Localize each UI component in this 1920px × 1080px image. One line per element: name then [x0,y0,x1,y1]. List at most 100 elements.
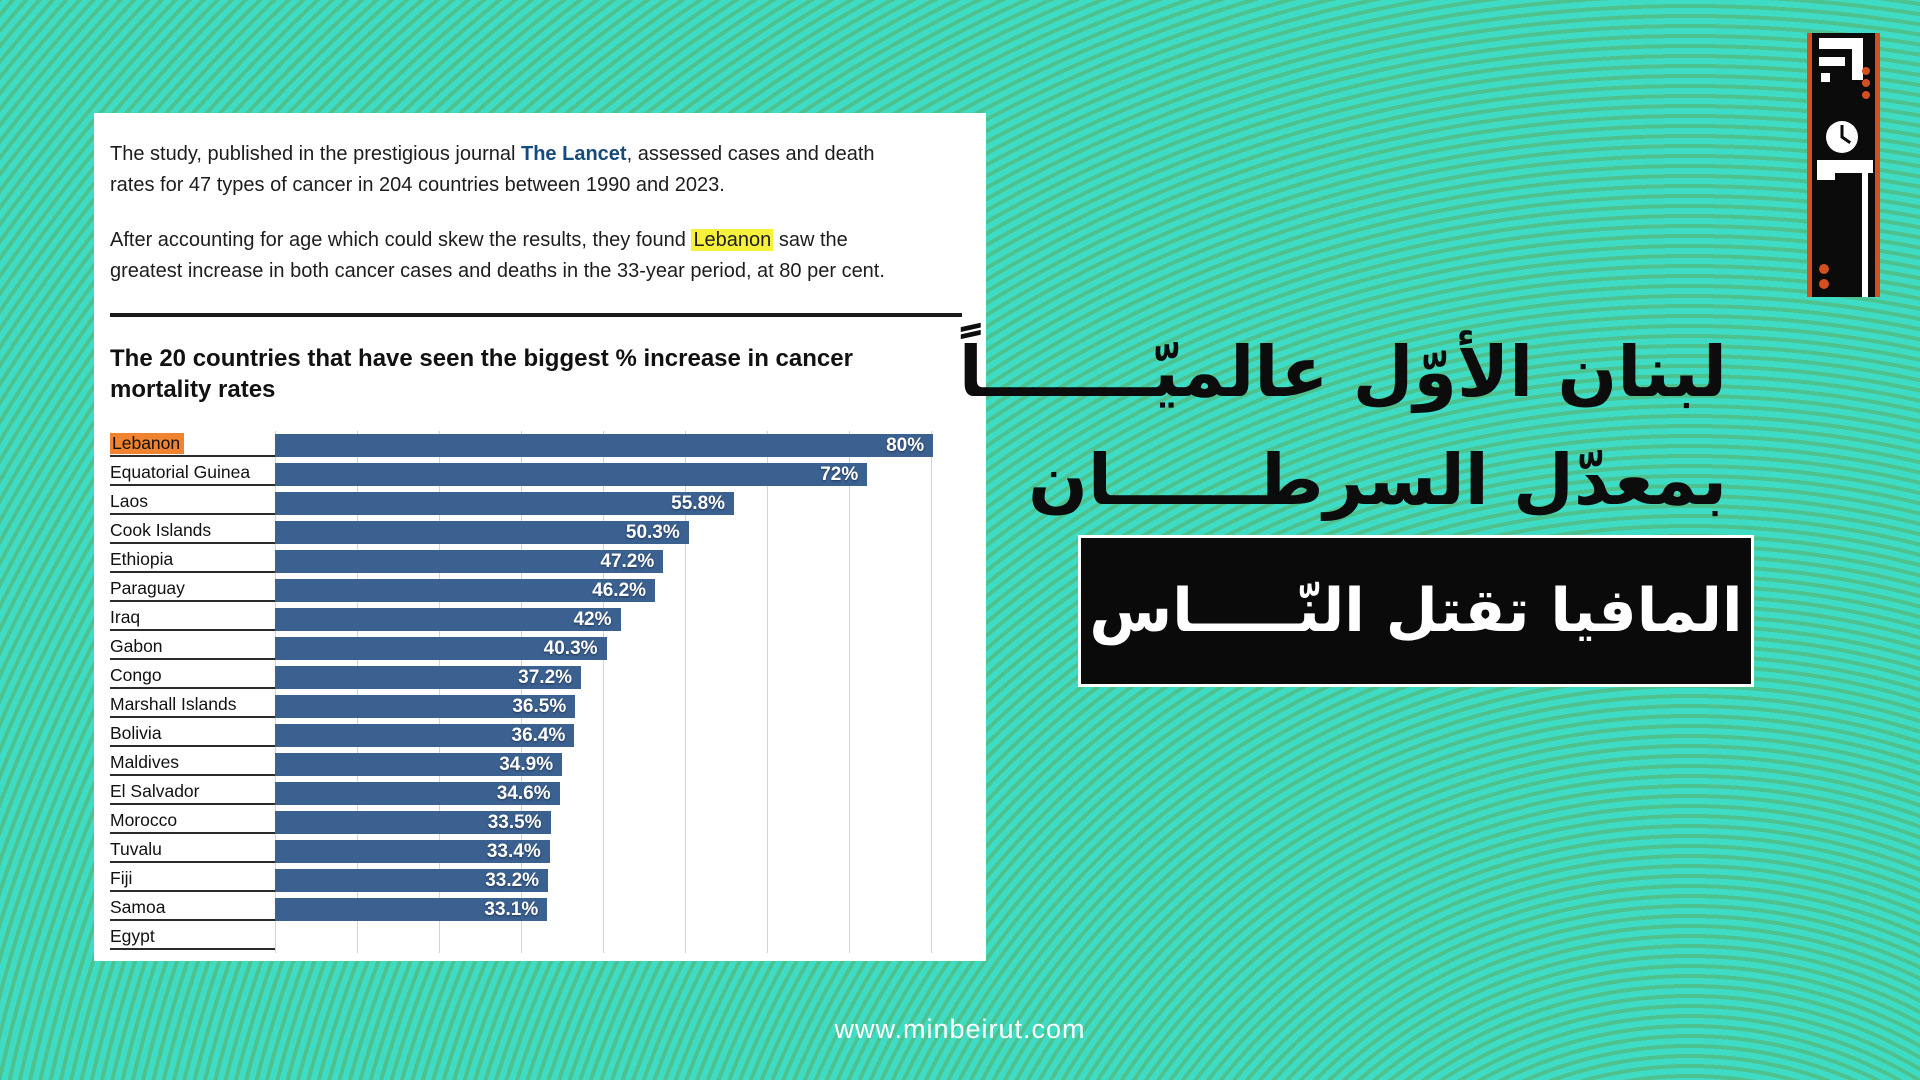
minbeirut-logo-icon [1807,33,1880,297]
bar-value-label: 33.5% [487,811,542,833]
bar: 34.6% [275,782,560,805]
bar-value-label: 46.2% [592,579,647,601]
bar-track: 47.2% [275,547,966,576]
chart-row: Morocco 33.5% [110,808,966,837]
subheadline-banner: المافيا تقتل النّـــــاس [1078,535,1754,687]
paragraph-text: The study, published in the prestigious … [110,143,521,165]
bar-value-label: 37.2% [518,666,573,688]
bar: 37.2% [275,666,582,689]
country-label: Samoa [110,895,275,921]
chart-row: Equatorial Guinea 72% [110,460,966,489]
bar-track: 55.8% [275,489,966,518]
bar-track: 72% [275,460,966,489]
bar-track: 40.3% [275,634,966,663]
bar-value-label: 33.1% [484,898,539,920]
banner-text: المافيا تقتل النّـــــاس [1089,576,1743,646]
article-paragraph-1: The study, published in the prestigious … [110,139,910,201]
bar-value-label: 34.9% [499,753,554,775]
chart-row: Bolivia 36.4% [110,721,966,750]
country-label: Equatorial Guinea [110,460,275,486]
bar-value-label: 40.3% [543,637,598,659]
country-label: Marshall Islands [110,692,275,718]
chart-row: Congo 37.2% [110,663,966,692]
chart-row: Paraguay 46.2% [110,576,966,605]
bar-track [275,924,966,953]
chart-row: El Salvador 34.6% [110,779,966,808]
chart-row: Laos 55.8% [110,489,966,518]
bar-value-label: 36.4% [511,724,566,746]
bar: 36.4% [275,724,575,747]
bar: 33.1% [275,898,548,921]
headline-line-2: بمعدّل السرطــــــان [1028,439,1727,521]
bar-track: 33.4% [275,837,966,866]
country-label: Gabon [110,634,275,660]
bar: 33.5% [275,811,551,834]
bar-track: 33.1% [275,895,966,924]
chart-row: Fiji 33.2% [110,866,966,895]
bar-track: 34.6% [275,779,966,808]
bar-value-label: 33.2% [485,869,540,891]
country-label: Morocco [110,808,275,834]
country-label: Paraguay [110,576,275,602]
paragraph-text: , assessed cases and death rates for 47 … [110,143,875,196]
bar: 33.4% [275,840,550,863]
chart-row: Iraq 42% [110,605,966,634]
bar-value-label: 50.3% [625,521,680,543]
bar-track: 37.2% [275,663,966,692]
article-paragraph-2: After accounting for age which could ske… [110,225,910,287]
divider-rule [110,313,962,317]
bar-track: 33.2% [275,866,966,895]
bar: 55.8% [275,492,735,515]
chart-row: Marshall Islands 36.5% [110,692,966,721]
article-card: The study, published in the prestigious … [94,113,986,961]
country-label: Bolivia [110,721,275,747]
headline-line-1: لبنان الأوّل عالميّـــــــاً [958,331,1727,413]
country-label: Iraq [110,605,275,631]
bar-chart: Lebanon 80% Equatorial Guinea 72% Laos 55.8% C… [110,431,966,953]
bar: 42% [275,608,621,631]
bar-track: 46.2% [275,576,966,605]
country-label: Maldives [110,750,275,776]
bar-value-label: 34.6% [496,782,551,804]
bar-value-label: 80% [886,434,925,456]
bar-track: 80% [275,431,966,460]
bar-value-label: 42% [573,608,612,630]
bar-value-label: 72% [820,463,859,485]
lancet-link[interactable]: The Lancet [521,143,627,165]
chart-row: Egypt [110,924,966,953]
bar: 50.3% [275,521,689,544]
website-url: www.minbeirut.com [834,1014,1086,1044]
chart-row: Tuvalu 33.4% [110,837,966,866]
country-label: Laos [110,489,275,515]
bar-track: 50.3% [275,518,966,547]
chart-row: Maldives 34.9% [110,750,966,779]
bar-value-label: 55.8% [671,492,726,514]
bar-track: 36.4% [275,721,966,750]
headline-arabic: لبنان الأوّل عالميّـــــــاً بمعدّل السر… [959,318,1727,534]
paragraph-text: saw the greatest increase in both cancer… [110,229,885,282]
country-label: Congo [110,663,275,689]
chart-gridlines [275,431,961,953]
bar: 33.2% [275,869,549,892]
country-label: Egypt [110,924,275,950]
bar-value-label: 33.4% [486,840,541,862]
chart-row: Ethiopia 47.2% [110,547,966,576]
bar-value-label: 47.2% [600,550,655,572]
bar: 46.2% [275,579,656,602]
bar-track: 34.9% [275,750,966,779]
bar: 36.5% [275,695,576,718]
chart-row: Lebanon 80% [110,431,966,460]
chart-row: Cook Islands 50.3% [110,518,966,547]
country-label: Fiji [110,866,275,892]
chart-title: The 20 countries that have seen the bigg… [110,345,853,403]
chart-row: Gabon 40.3% [110,634,966,663]
bar-track: 33.5% [275,808,966,837]
bar-track: 42% [275,605,966,634]
bar: 40.3% [275,637,607,660]
paragraph-text: After accounting for age which could ske… [110,229,692,251]
country-label: Tuvalu [110,837,275,863]
lebanon-yellow-highlight: Lebanon [691,229,774,251]
country-label: Cook Islands [110,518,275,544]
bar: 34.9% [275,753,563,776]
bar-value-label: 36.5% [512,695,567,717]
